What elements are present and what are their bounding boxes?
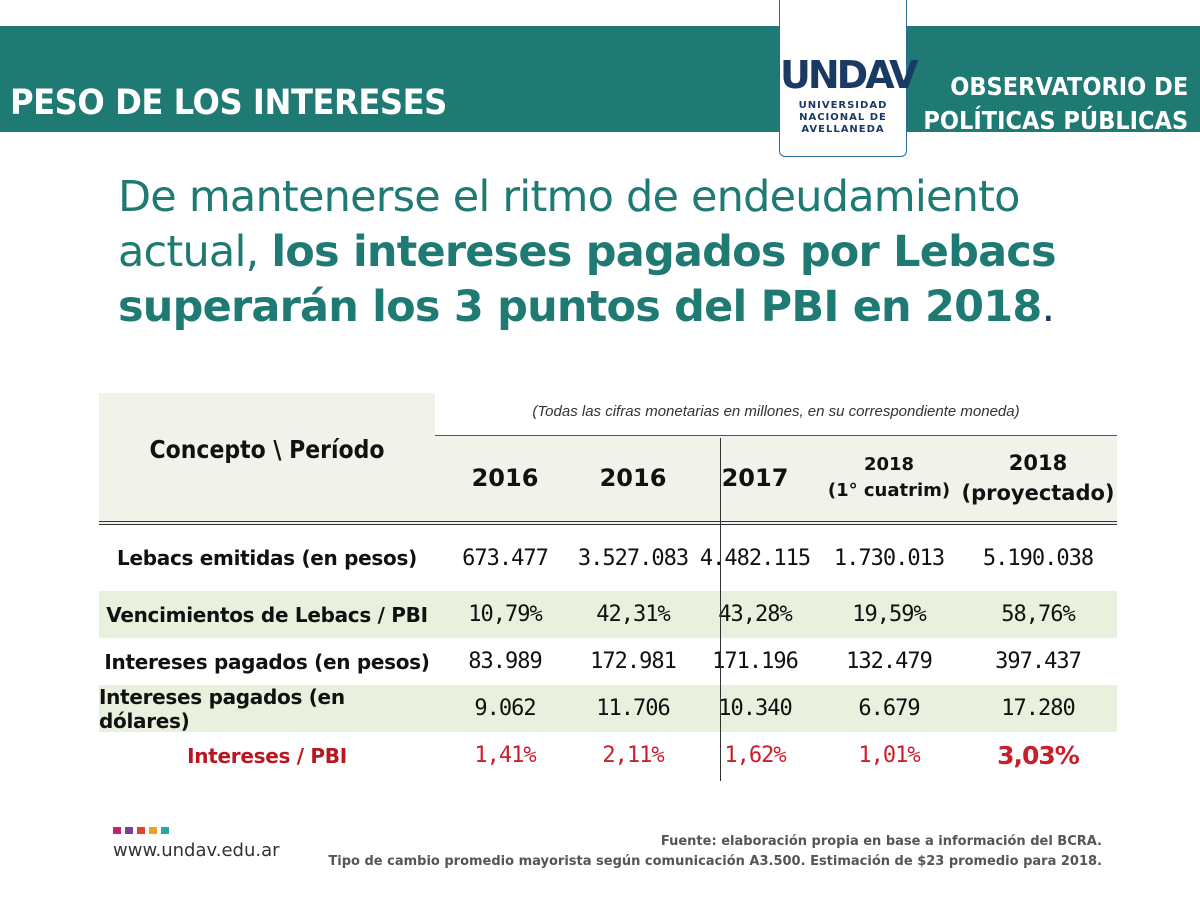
column-header-sub: (1° cuatrim) <box>827 480 951 501</box>
logo-wordmark: UNDAV <box>780 53 918 97</box>
headline: De mantenerse el ritmo de endeudamiento … <box>118 170 1118 335</box>
table-cell: 9.062 <box>474 696 536 721</box>
logo-subtitle: UNIVERSIDAD NACIONAL DE AVELLANEDA <box>780 100 906 136</box>
table-cell: 5.190.038 <box>982 545 1094 571</box>
source-line-1: Fuente: elaboración propia en base a inf… <box>660 834 1102 849</box>
headline-period: . <box>1041 282 1056 332</box>
org-name: OBSERVATORIO DE POLÍTICAS PÚBLICAS <box>923 70 1188 138</box>
column-header-year: 2018 <box>863 454 915 475</box>
table-cell: 42,31% <box>596 602 670 627</box>
column-header-year: 2018 <box>1008 451 1068 475</box>
color-dot <box>161 827 169 834</box>
table-row: Intereses / PBI 1,41% 2,11% 1,62% 1,01% … <box>99 732 1117 779</box>
table-cell: 11.706 <box>596 696 670 721</box>
page-title: PESO DE LOS INTERESES <box>10 83 447 123</box>
table-cell: 1.730.013 <box>833 545 945 571</box>
column-header: 2018 (proyectado) <box>959 435 1117 521</box>
row-label: Intereses / PBI <box>187 743 347 768</box>
column-header-sub: (proyectado) <box>961 481 1115 505</box>
undav-logo: UNDAV UNIVERSIDAD NACIONAL DE AVELLANEDA <box>779 0 918 157</box>
table-row: Intereses pagados (en dólares) 9.062 11.… <box>99 684 1117 733</box>
table-cell: 1,01% <box>858 743 920 768</box>
table-cell: 171.196 <box>712 649 799 674</box>
source-note: Fuente: elaboración propia en base a inf… <box>328 832 1102 872</box>
logo-line-2: NACIONAL DE <box>799 112 887 123</box>
headline-bold: los intereses pagados por Lebacs superar… <box>118 227 1057 332</box>
table-cell: 673.477 <box>462 545 549 571</box>
table-row: Intereses pagados (en pesos) 83.989 172.… <box>99 638 1117 685</box>
brand-color-dots <box>113 827 169 834</box>
website-url: www.undav.edu.ar <box>113 840 280 861</box>
table-cell: 83.989 <box>468 649 542 674</box>
org-name-line-1: OBSERVATORIO DE <box>950 72 1188 101</box>
column-header: 2018 (1° cuatrim) <box>819 435 959 521</box>
column-header: 2016 <box>575 435 691 521</box>
logo-line-3: AVELLANEDA <box>801 124 885 135</box>
table-cell: 1,62% <box>724 743 786 768</box>
table-cell: 6.679 <box>858 696 920 721</box>
column-header-year: 2016 <box>599 464 667 492</box>
color-dot <box>113 827 121 834</box>
row-label: Intereses pagados (en dólares) <box>99 684 345 733</box>
table-cell: 132.479 <box>846 649 933 674</box>
row-label: Intereses pagados (en pesos) <box>104 649 430 674</box>
table-cell: 4.482.115 <box>699 545 811 571</box>
table-cell: 43,28% <box>718 602 792 627</box>
currency-note: (Todas las cifras monetarias en millones… <box>435 393 1117 436</box>
table-cell: 58,76% <box>1001 602 1075 627</box>
header-banner: PESO DE LOS INTERESES OBSERVATORIO DE PO… <box>0 26 1200 135</box>
table-row: Vencimientos de Lebacs / PBI 10,79% 42,3… <box>99 591 1117 638</box>
row-label: Vencimientos de Lebacs / PBI <box>106 602 428 627</box>
column-header: 2016 <box>435 435 575 521</box>
table-cell: 10,79% <box>468 602 542 627</box>
table-cell: 3.527.083 <box>577 545 689 571</box>
column-header-year: 2017 <box>721 464 789 492</box>
table-cell: 2,11% <box>602 743 664 768</box>
table-cell: 19,59% <box>852 602 926 627</box>
table-cell: 172.981 <box>590 649 677 674</box>
highlight-cell: 3,03% <box>997 741 1080 770</box>
table-header: Concepto \ Período (Todas las cifras mon… <box>99 393 1117 525</box>
table-cell: 17.280 <box>1001 696 1075 721</box>
row-label: Lebacs emitidas (en pesos) <box>117 546 417 570</box>
column-header: 2017 <box>691 435 819 521</box>
column-divider <box>720 438 721 781</box>
logo-line-1: UNIVERSIDAD <box>798 100 888 111</box>
color-dot <box>137 827 145 834</box>
org-name-line-2: POLÍTICAS PÚBLICAS <box>923 106 1188 135</box>
table-row: Lebacs emitidas (en pesos) 673.477 3.527… <box>99 525 1117 591</box>
table-cell: 397.437 <box>995 649 1082 674</box>
color-dot <box>125 827 133 834</box>
color-dot <box>149 827 157 834</box>
source-line-2: Tipo de cambio promedio mayorista según … <box>328 854 1102 869</box>
table-cell: 10.340 <box>718 696 792 721</box>
data-table: Concepto \ Período (Todas las cifras mon… <box>99 393 1117 779</box>
column-header-year: 2016 <box>471 464 539 492</box>
concept-period-header: Concepto \ Período <box>149 435 385 464</box>
headline-normal: De mantenerse el ritmo de endeudamiento … <box>118 172 1020 277</box>
table-cell: 1,41% <box>474 743 536 768</box>
